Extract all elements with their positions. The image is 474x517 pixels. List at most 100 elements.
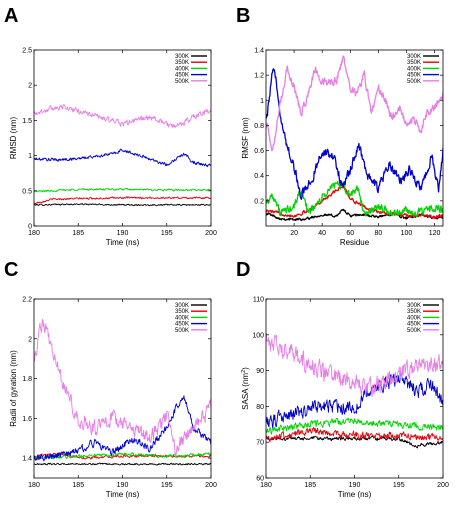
x-tick-label: 60 xyxy=(346,230,354,237)
series-400k xyxy=(266,180,443,218)
legend-label: 300K xyxy=(175,303,189,309)
legend-label: 300K xyxy=(175,54,189,60)
legend-label: 500K xyxy=(175,79,189,85)
x-tick-label: 200 xyxy=(437,482,449,489)
legend-label: 350K xyxy=(175,60,189,66)
y-tick-label: 90 xyxy=(256,368,264,375)
y-tick-label: 1 xyxy=(28,153,32,160)
legend-label: 400K xyxy=(407,66,421,72)
y-tick-label: 0.5 xyxy=(22,188,32,195)
traces xyxy=(34,319,211,466)
series-400k xyxy=(34,452,211,460)
x-tick-label: 195 xyxy=(393,482,405,489)
series-400k xyxy=(34,187,211,193)
series-500k xyxy=(34,103,211,128)
plot-frame xyxy=(265,49,444,227)
y-tick-label: 1.5 xyxy=(22,118,32,125)
legend-label: 300K xyxy=(407,303,421,309)
legend-label: 450K xyxy=(175,322,189,328)
x-tick-label: 195 xyxy=(161,482,173,489)
y-tick-label: 2.5 xyxy=(22,48,32,55)
y-tick-label: 60 xyxy=(256,476,264,483)
x-tick-label: 180 xyxy=(28,482,40,489)
legend-label: 400K xyxy=(175,66,189,72)
x-axis-title: Time (ns) xyxy=(338,490,372,499)
series-300k xyxy=(266,435,443,449)
x-tick-label: 200 xyxy=(205,482,217,489)
series-400k xyxy=(266,417,443,435)
panel-letter: C xyxy=(4,259,18,281)
x-axis-title: Time (ns) xyxy=(106,490,140,499)
legend-label: 350K xyxy=(407,309,421,315)
y-tick-label: 1.6 xyxy=(22,416,32,423)
panel-a: A 180 185 190 195 200 0 0.5 1 1.5 2 2.5 Time (ns) RMS… xyxy=(4,5,217,247)
x-tick-label: 195 xyxy=(161,230,173,237)
y-tick-label: 2 xyxy=(28,336,32,343)
x-tick-label: 40 xyxy=(318,230,326,237)
legend-label: 300K xyxy=(407,54,421,60)
y-axis-title: RMSD (nm) xyxy=(9,117,18,160)
series-300k xyxy=(34,462,211,466)
x-tick-label: 180 xyxy=(28,230,40,237)
y-tick-label: 0.6 xyxy=(254,148,264,155)
x-tick-label: 180 xyxy=(260,482,272,489)
traces xyxy=(266,55,443,222)
y-tick-label: 1 xyxy=(260,98,264,105)
y-tick-label: 1.4 xyxy=(254,48,264,55)
y-tick-label: 80 xyxy=(256,404,264,411)
series-500k xyxy=(266,55,443,152)
series-350k xyxy=(34,196,211,205)
x-axis-title: Residue xyxy=(340,238,370,247)
y-axis-title: Radii of gyration (nm) xyxy=(9,350,18,427)
legend-label: 500K xyxy=(175,328,189,334)
y-tick-label: 1.4 xyxy=(22,456,32,463)
legend-label: 500K xyxy=(407,328,421,334)
y-tick-label: 2.2 xyxy=(22,297,32,304)
x-tick-label: 20 xyxy=(290,230,298,237)
legend-label: 500K xyxy=(407,79,421,85)
x-tick-label: 200 xyxy=(205,230,217,237)
x-tick-label: 185 xyxy=(72,230,84,237)
panel-letter: B xyxy=(236,5,250,27)
legend-label: 400K xyxy=(175,315,189,321)
y-tick-label: 0.4 xyxy=(254,173,264,180)
series-450k xyxy=(34,395,211,462)
panel-d: D 180 185 190 195 200 60 70 80 90 100 110 Time (ns) S… xyxy=(236,259,449,499)
x-tick-label: 100 xyxy=(401,230,413,237)
y-tick-label: 100 xyxy=(252,332,264,339)
y-axis-title: RMSF (nm) xyxy=(241,117,250,159)
traces xyxy=(34,103,211,207)
traces xyxy=(266,333,443,449)
panel-letter: A xyxy=(4,5,18,27)
y-tick-label: 70 xyxy=(256,440,264,447)
x-tick-label: 190 xyxy=(349,482,361,489)
x-tick-label: 80 xyxy=(374,230,382,237)
panel-letter: D xyxy=(236,259,250,281)
legend-label: 350K xyxy=(175,309,189,315)
y-tick-label: 110 xyxy=(253,297,264,304)
x-tick-label: 185 xyxy=(304,482,316,489)
x-axis-title: Time (ns) xyxy=(106,238,140,247)
legend-label: 450K xyxy=(407,322,421,328)
series-500k xyxy=(266,333,443,397)
y-axis-title: SASA (nm2) xyxy=(241,367,250,410)
panel-c: C 180 185 190 195 200 1.4 1.6 1.8 2 2.2 Time (ns) Ra… xyxy=(4,259,217,499)
y-tick-label: 0.2 xyxy=(254,198,264,205)
series-450k xyxy=(34,148,211,168)
y-tick-label: 2 xyxy=(28,83,32,90)
legend-label: 400K xyxy=(407,315,421,321)
x-tick-label: 120 xyxy=(429,230,441,237)
series-450k xyxy=(266,68,443,200)
legend-label: 350K xyxy=(407,60,421,66)
legend-label: 450K xyxy=(175,73,189,79)
x-tick-label: 185 xyxy=(72,482,84,489)
series-300k xyxy=(34,203,211,207)
x-tick-label: 190 xyxy=(117,482,129,489)
series-350k xyxy=(266,427,443,443)
y-tick-label: 1.2 xyxy=(254,73,264,80)
